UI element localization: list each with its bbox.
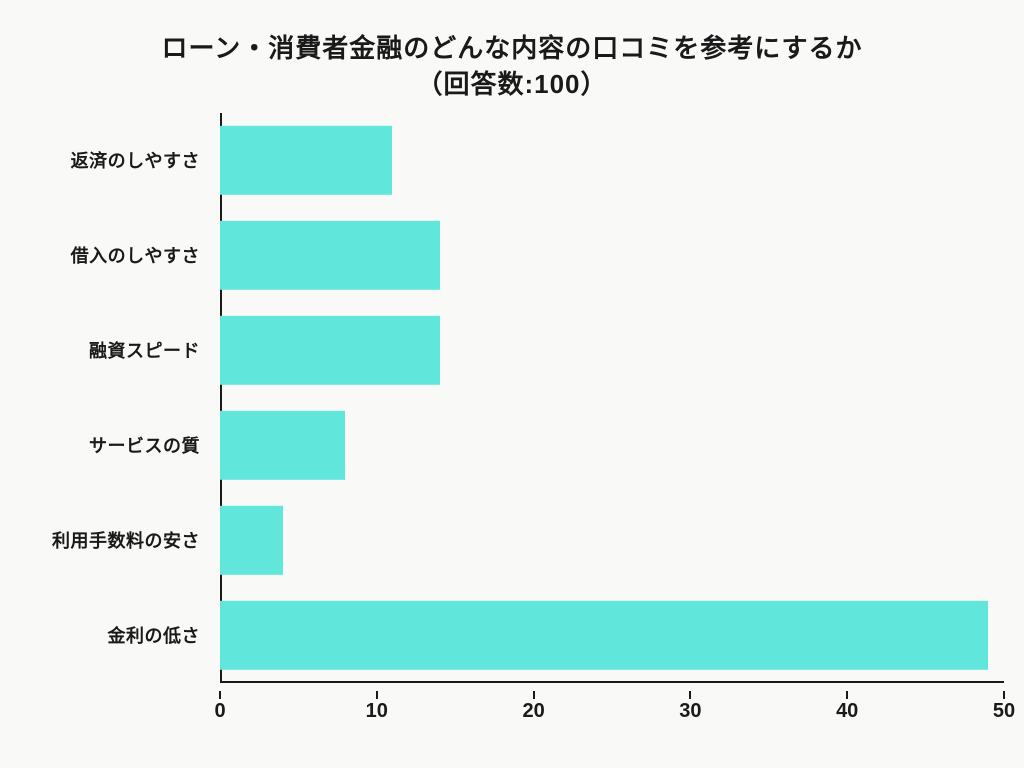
bar xyxy=(220,221,440,289)
x-tick-label: 0 xyxy=(214,700,225,723)
x-tick-label: 10 xyxy=(366,700,388,723)
chart-title: ローン・消費者金融のどんな内容の口コミを参考にするか （回答数:100） xyxy=(30,30,994,103)
bar xyxy=(220,411,345,479)
x-tick xyxy=(689,691,691,699)
y-axis-label: 借入のしやすさ xyxy=(71,242,200,268)
bar xyxy=(220,601,988,669)
x-tick xyxy=(376,691,378,699)
y-axis-label: サービスの質 xyxy=(89,432,200,458)
bar xyxy=(220,316,440,384)
bar xyxy=(220,506,283,574)
y-axis-label: 融資スピード xyxy=(89,337,200,363)
chart-title-line2: （回答数:100） xyxy=(30,66,994,102)
x-tick-label: 50 xyxy=(993,700,1015,723)
chart-container: ローン・消費者金融のどんな内容の口コミを参考にするか （回答数:100） 返済の… xyxy=(0,0,1024,768)
y-axis-label: 利用手数料の安さ xyxy=(52,527,200,553)
y-axis: 返済のしやすさ借入のしやすさ融資スピードサービスの質利用手数料の安さ金利の低さ xyxy=(30,113,210,683)
x-tick-label: 40 xyxy=(836,700,858,723)
plot-area: 返済のしやすさ借入のしやすさ融資スピードサービスの質利用手数料の安さ金利の低さ … xyxy=(220,113,1004,683)
y-axis-label: 返済のしやすさ xyxy=(71,147,200,173)
x-tick xyxy=(219,691,221,699)
bars-group xyxy=(220,113,1004,683)
x-tick xyxy=(846,691,848,699)
y-axis-label: 金利の低さ xyxy=(108,622,201,648)
bar xyxy=(220,126,392,194)
x-tick-label: 20 xyxy=(522,700,544,723)
x-tick xyxy=(1003,691,1005,699)
x-tick-label: 30 xyxy=(679,700,701,723)
x-tick xyxy=(533,691,535,699)
chart-title-line1: ローン・消費者金融のどんな内容の口コミを参考にするか xyxy=(30,30,994,66)
